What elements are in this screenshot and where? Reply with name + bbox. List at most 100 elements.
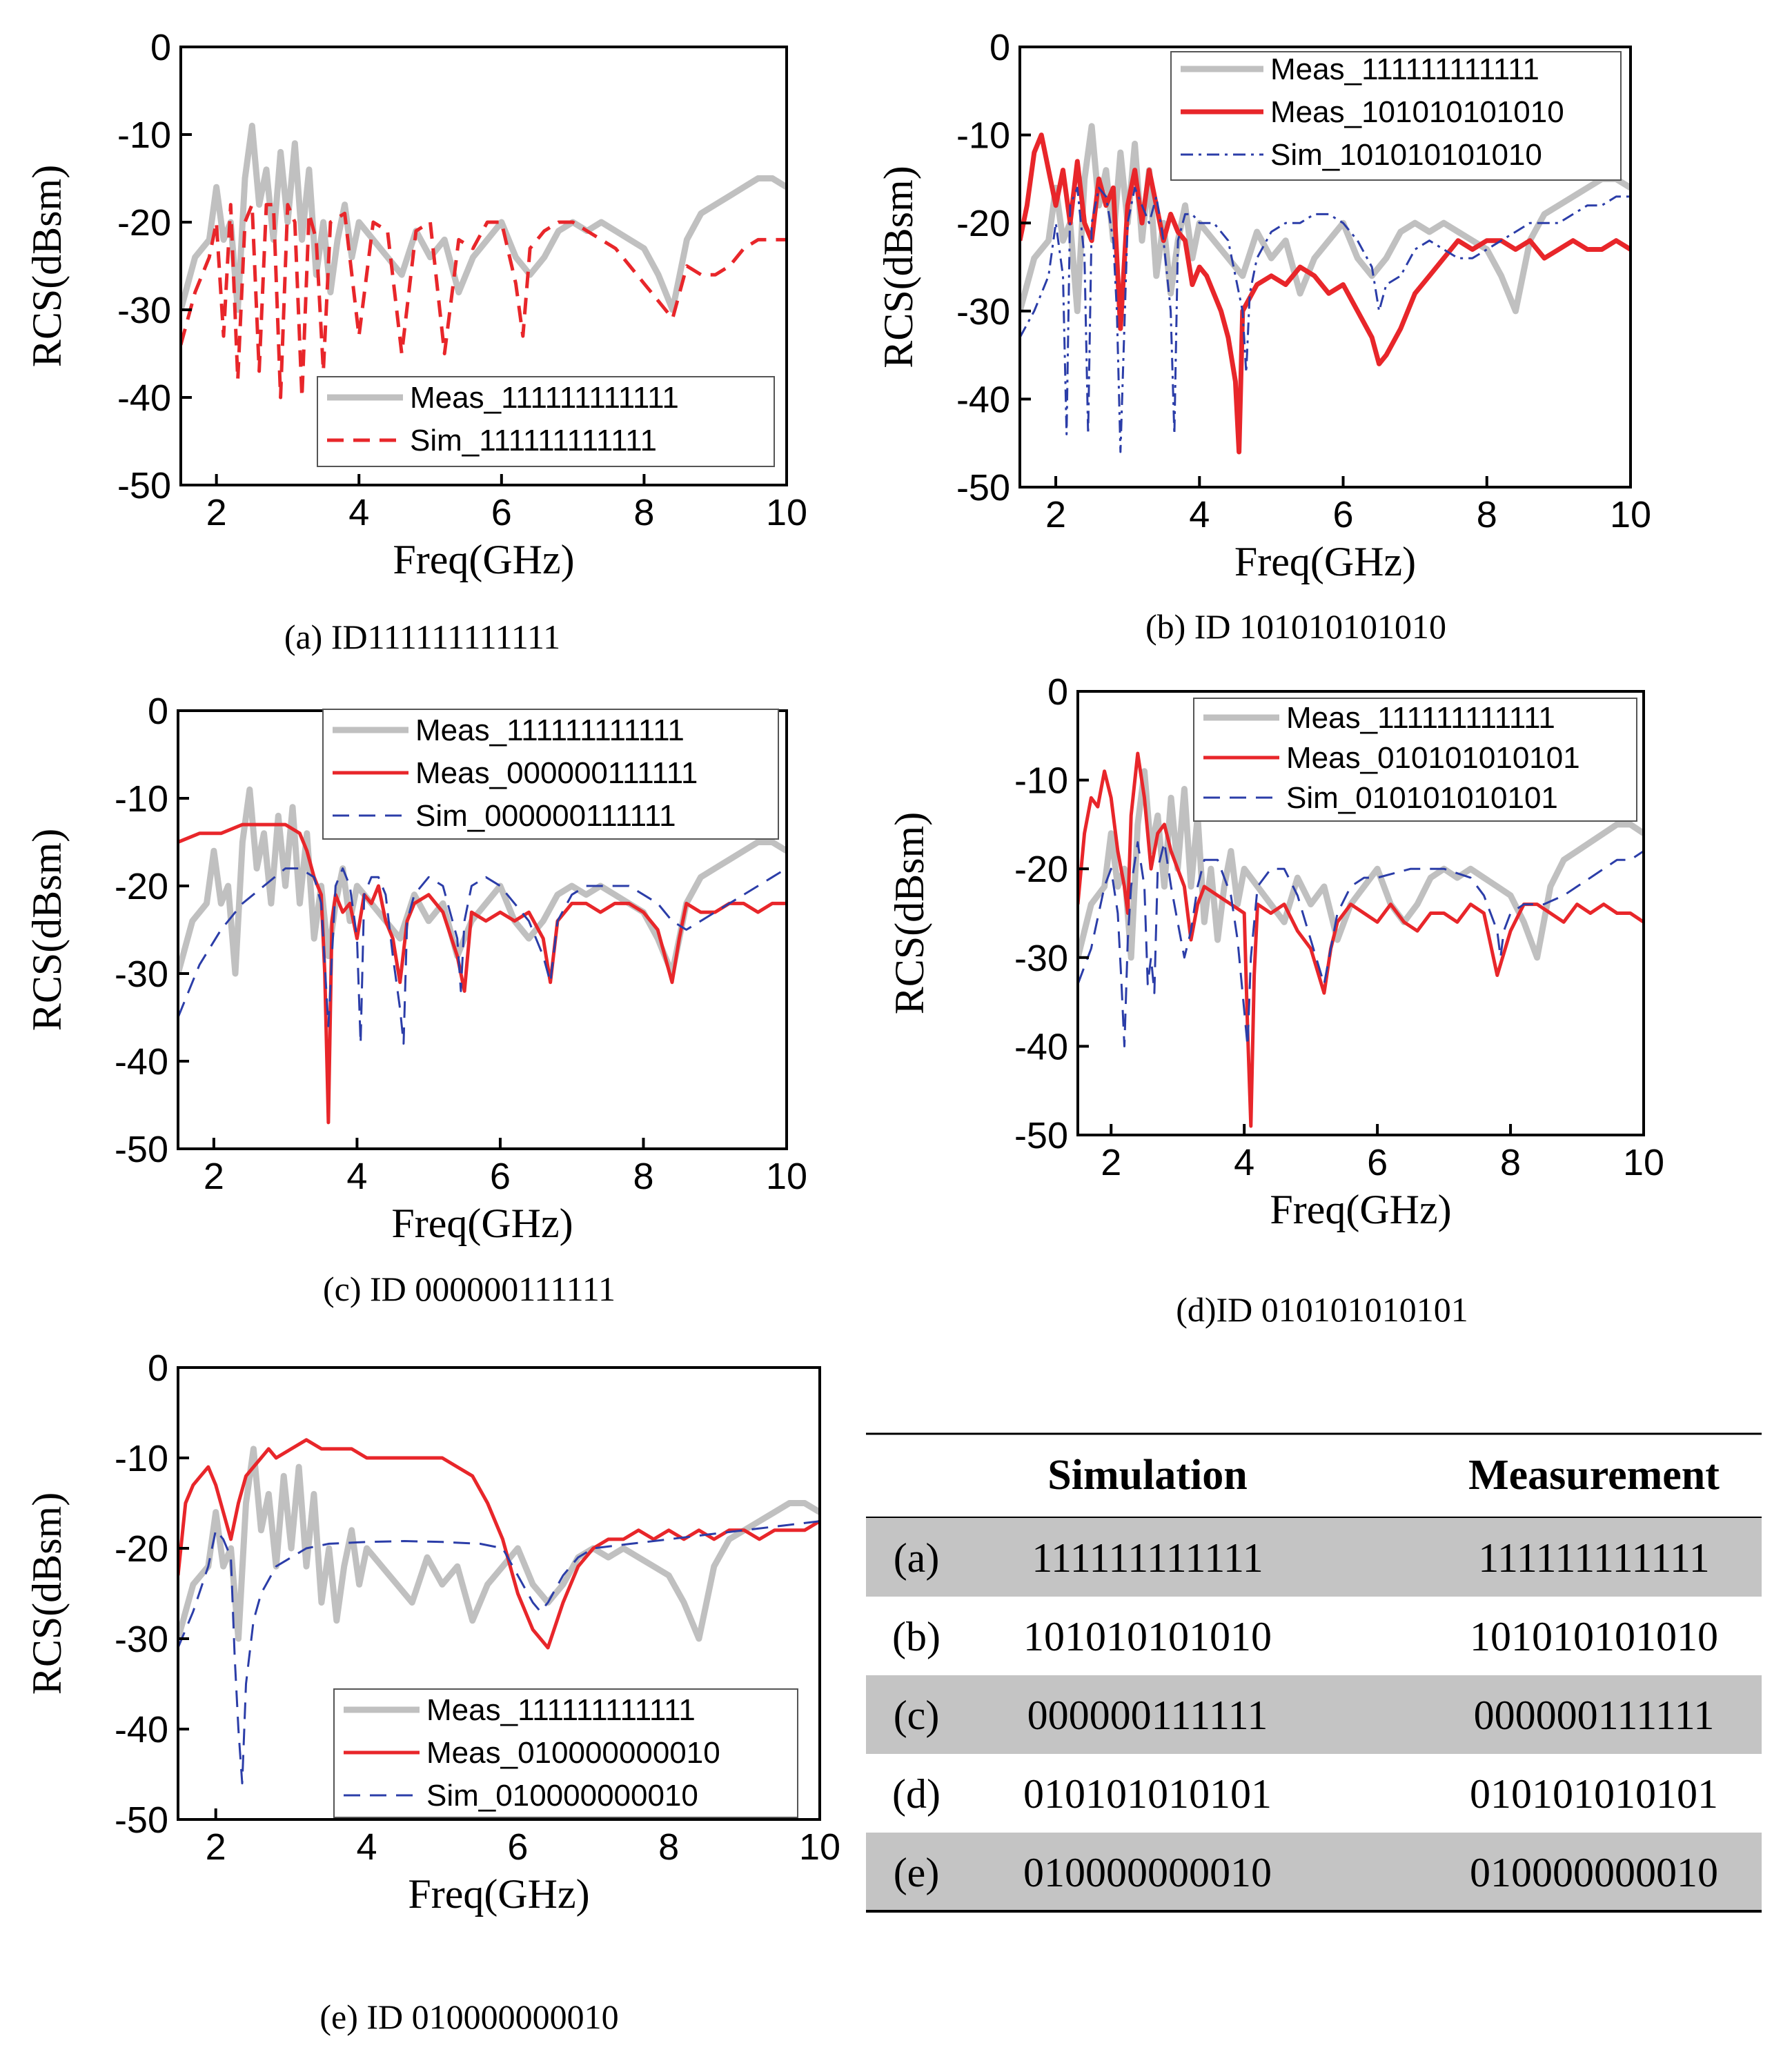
- table-cell: 010000000010: [1470, 1850, 1718, 1895]
- x-tick-label: 2: [204, 1156, 224, 1197]
- x-tick-label: 10: [1623, 1142, 1664, 1183]
- y-tick-label: 0: [1047, 671, 1068, 713]
- table-cell: 111111111111: [1478, 1535, 1710, 1581]
- x-tick-label: 8: [1477, 494, 1497, 535]
- legend-label: Sim_010000000010: [426, 1779, 698, 1813]
- legend-label: Meas_111111111111: [1286, 701, 1555, 735]
- y-tick-label: -30: [1014, 938, 1068, 979]
- y-tick-label: -10: [1014, 760, 1068, 802]
- y-tick-label: -50: [115, 1799, 168, 1841]
- x-tick-label: 10: [766, 1156, 807, 1197]
- plot-area: [1078, 751, 1644, 1128]
- x-axis-title: Freq(GHz): [393, 537, 574, 582]
- series-line-2: [1020, 132, 1631, 455]
- x-tick-label: 4: [357, 1826, 377, 1868]
- legend-label: Meas_111111111111: [415, 713, 685, 747]
- x-tick-label: 6: [1367, 1142, 1388, 1183]
- series-line-1: [178, 786, 787, 977]
- x-tick-label: 6: [507, 1826, 528, 1868]
- y-tick-label: -10: [117, 115, 171, 156]
- y-axis-title: RCS(dBsm): [887, 812, 932, 1014]
- plot-frame: [1018, 46, 1632, 489]
- y-tick-label: 0: [148, 1348, 168, 1389]
- x-tick-label: 6: [1333, 494, 1354, 535]
- y-tick-label: -20: [1014, 849, 1068, 890]
- legend-label: Sim_111111111111: [410, 424, 657, 457]
- series-line-3: [1078, 841, 1644, 1047]
- y-tick-label: -30: [117, 290, 171, 331]
- table-row-shade: [866, 1518, 1762, 1597]
- id-table: Simulation Measurement (a) 111111111111 1111…: [866, 1432, 1762, 1913]
- x-tick-label: 4: [348, 492, 369, 533]
- plot-frame: [1076, 690, 1645, 1136]
- table-row-label: (a): [894, 1535, 940, 1581]
- table-row-label: (e): [894, 1850, 940, 1895]
- chart-a: 2 4 6 8 10 0 -10 -20 -30 -40 -50 Freq(GHz) RCS(dBsm)…: [24, 27, 807, 656]
- table-header: Measurement: [1468, 1452, 1720, 1499]
- legend-label: Meas_111111111111: [1270, 52, 1539, 86]
- x-axis-title: Freq(GHz): [1234, 539, 1416, 584]
- plot-area: [178, 1438, 820, 1785]
- chart-caption: (b) ID 101010101010: [1145, 607, 1446, 646]
- y-tick-label: -10: [115, 1438, 168, 1479]
- y-tick-label: -50: [115, 1129, 168, 1170]
- y-tick-label: -20: [115, 866, 168, 907]
- x-tick-label: 8: [658, 1826, 679, 1868]
- x-tick-label: 4: [1234, 1142, 1254, 1183]
- table-cell: 101010101010: [1023, 1614, 1272, 1659]
- y-axis-title: RCS(dBsm): [876, 166, 921, 368]
- table-cell: 000000111111: [1474, 1693, 1715, 1738]
- x-tick-label: 8: [633, 1156, 653, 1197]
- y-tick-label: -40: [115, 1709, 168, 1750]
- series-line-3: [178, 1520, 820, 1785]
- x-tick-label: 8: [1500, 1142, 1521, 1183]
- table-cell: 111111111111: [1032, 1535, 1263, 1581]
- x-tick-label: 2: [1045, 494, 1066, 535]
- table-header: Simulation: [1047, 1452, 1247, 1499]
- x-tick-label: 8: [633, 492, 654, 533]
- legend-label: Sim_010101010101: [1286, 781, 1558, 815]
- table-cell: 010101010101: [1023, 1771, 1272, 1817]
- table-cell: 101010101010: [1470, 1614, 1718, 1659]
- y-tick-label: -40: [956, 379, 1010, 420]
- chart-caption: (e) ID 010000000010: [319, 1997, 618, 2036]
- y-tick-label: -10: [115, 778, 168, 820]
- series-line-2: [178, 822, 787, 1125]
- x-axis-title: Freq(GHz): [391, 1201, 573, 1246]
- x-tick-label: 2: [206, 492, 227, 533]
- legend-label: Meas_000000111111: [415, 756, 698, 790]
- y-tick-label: -30: [115, 1619, 168, 1660]
- y-tick-label: 0: [148, 691, 168, 732]
- y-tick-label: -20: [956, 203, 1010, 244]
- chart-d: 2 4 6 8 10 0 -10 -20 -30 -40 -50 Freq(GHz) RCS(dBsm)…: [887, 671, 1664, 1329]
- chart-b: 2 4 6 8 10 0 -10 -20 -30 -40 -50 Freq(GHz) RCS(dBsm)…: [876, 27, 1651, 646]
- x-tick-label: 10: [1610, 494, 1651, 535]
- plot-area: [1020, 123, 1631, 455]
- x-tick-label: 10: [766, 492, 807, 533]
- y-tick-label: -40: [1014, 1026, 1068, 1067]
- legend-label: Meas_111111111111: [410, 381, 679, 415]
- x-tick-label: 4: [1189, 494, 1210, 535]
- chart-caption: (a) ID111111111111: [284, 618, 560, 656]
- y-axis-title: RCS(dBsm): [24, 829, 70, 1031]
- y-axis-title: RCS(dBsm): [24, 165, 70, 367]
- table-row-shade: [866, 1675, 1762, 1754]
- series-line-1: [178, 1446, 820, 1642]
- y-tick-label: -40: [115, 1041, 168, 1083]
- x-tick-label: 6: [490, 1156, 511, 1197]
- x-tick-label: 2: [1101, 1142, 1121, 1183]
- chart-caption: (d)ID 010101010101: [1176, 1290, 1468, 1329]
- y-tick-label: -20: [115, 1528, 168, 1570]
- legend-label: Sim_101010101010: [1270, 138, 1542, 172]
- table-row-label: (c): [894, 1693, 940, 1738]
- series-line-2: [181, 203, 787, 399]
- series-line-3: [178, 867, 787, 1045]
- legend-label: Meas_101010101010: [1270, 95, 1564, 129]
- series-line-3: [1020, 186, 1631, 453]
- y-tick-label: -50: [956, 467, 1010, 509]
- series-line-2: [1078, 751, 1644, 1128]
- legend-label: Sim_000000111111: [415, 799, 676, 833]
- table-cell: 010101010101: [1470, 1771, 1718, 1817]
- x-tick-label: 10: [799, 1826, 840, 1868]
- series-line-1: [1020, 123, 1631, 315]
